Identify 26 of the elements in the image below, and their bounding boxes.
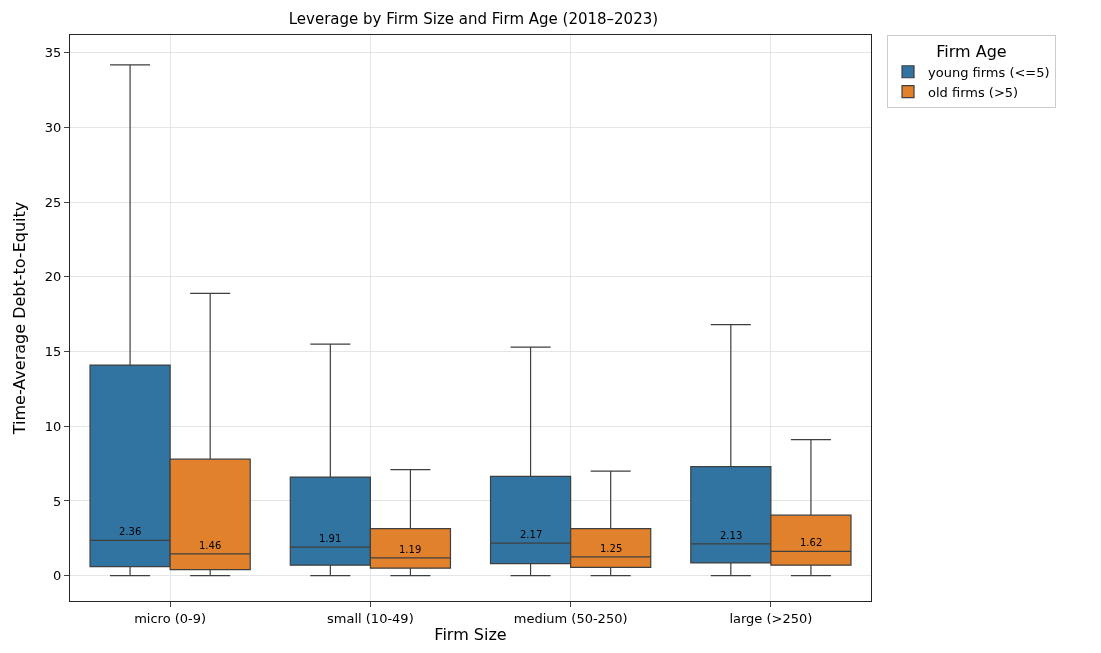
x-tick-label: micro (0-9) [134,610,207,626]
chart-title: Leverage by Firm Size and Firm Age (2018–2023) [288,9,659,28]
x-tick-label: medium (50-250) [513,610,628,626]
annotation: 1.25 [600,543,623,554]
annotation: 2.13 [720,530,743,541]
y-tick-label: 0 [53,568,62,584]
x-tick-label: small (10-49) [327,610,414,626]
y-tick-label: 15 [44,344,62,360]
y-tick-label: 35 [44,45,62,61]
x-tick-label: large (>250) [729,610,813,626]
y-tick-label: 20 [44,269,62,285]
x-axis-title: Firm Size [434,625,507,645]
annotation: 1.19 [399,544,422,555]
y-tick-label: 30 [44,120,62,136]
annotation: 1.62 [800,537,823,548]
annotation: 2.36 [119,526,142,537]
legend-title: Firm Age [936,41,1007,61]
y-axis-title: Time-Average Debt-to-Equity [9,201,29,436]
legend-label: young firms (<=5) [928,64,1050,80]
y-tick-label: 10 [44,418,62,434]
annotation: 1.46 [199,540,222,551]
annotation: 1.91 [319,533,342,544]
y-tick-label: 25 [44,194,62,210]
y-tick-label: 5 [53,493,62,509]
annotation: 2.17 [520,529,543,540]
legend-label: old firms (>5) [928,84,1019,100]
